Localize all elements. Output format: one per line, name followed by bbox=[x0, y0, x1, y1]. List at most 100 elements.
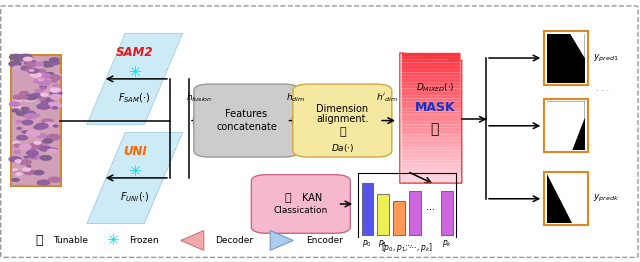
Text: Frozen: Frozen bbox=[129, 236, 159, 245]
FancyBboxPatch shape bbox=[544, 99, 588, 152]
Polygon shape bbox=[402, 89, 461, 92]
Circle shape bbox=[40, 156, 51, 160]
Circle shape bbox=[27, 166, 31, 167]
Circle shape bbox=[26, 62, 36, 67]
Polygon shape bbox=[402, 79, 461, 82]
Text: ✳: ✳ bbox=[106, 233, 119, 248]
Circle shape bbox=[22, 111, 35, 117]
Text: $\cdots$: $\cdots$ bbox=[404, 239, 413, 248]
Polygon shape bbox=[402, 157, 461, 160]
Text: $p_1$: $p_1$ bbox=[378, 238, 388, 249]
Circle shape bbox=[20, 145, 31, 149]
Text: $y_{predk}$: $y_{predk}$ bbox=[593, 193, 619, 204]
Polygon shape bbox=[402, 92, 461, 95]
Circle shape bbox=[13, 169, 17, 171]
Circle shape bbox=[16, 57, 26, 61]
Text: 🔥: 🔥 bbox=[35, 234, 43, 247]
Text: Classication: Classication bbox=[274, 206, 328, 215]
Circle shape bbox=[54, 125, 58, 127]
Circle shape bbox=[35, 89, 43, 92]
Polygon shape bbox=[402, 82, 461, 85]
Circle shape bbox=[16, 121, 21, 123]
FancyBboxPatch shape bbox=[194, 84, 300, 157]
Text: Dimension: Dimension bbox=[316, 104, 369, 114]
Polygon shape bbox=[402, 56, 461, 59]
Circle shape bbox=[29, 143, 43, 149]
Polygon shape bbox=[402, 134, 461, 138]
Text: $h'_{dim}$: $h'_{dim}$ bbox=[376, 91, 398, 104]
Circle shape bbox=[44, 122, 54, 127]
Text: $[p_0, p_1, \cdots, p_k]$: $[p_0, p_1, \cdots, p_k]$ bbox=[381, 241, 433, 254]
Circle shape bbox=[38, 69, 45, 73]
Bar bbox=[442, 191, 453, 235]
Circle shape bbox=[49, 104, 54, 106]
Circle shape bbox=[9, 157, 21, 162]
Circle shape bbox=[14, 151, 20, 154]
FancyBboxPatch shape bbox=[1, 6, 638, 257]
Text: $D_{MIXED}(\cdot)$: $D_{MIXED}(\cdot)$ bbox=[415, 82, 454, 94]
Polygon shape bbox=[402, 66, 461, 69]
Circle shape bbox=[16, 173, 22, 175]
Circle shape bbox=[22, 160, 31, 164]
Text: $F_{UNI}(\cdot)$: $F_{UNI}(\cdot)$ bbox=[120, 191, 150, 204]
Text: 🔥: 🔥 bbox=[285, 193, 291, 203]
FancyBboxPatch shape bbox=[11, 55, 61, 186]
Circle shape bbox=[22, 131, 28, 133]
Circle shape bbox=[38, 74, 51, 79]
Polygon shape bbox=[547, 34, 585, 58]
Circle shape bbox=[35, 171, 43, 174]
Circle shape bbox=[12, 105, 20, 108]
Circle shape bbox=[53, 84, 60, 87]
Circle shape bbox=[17, 135, 28, 140]
Circle shape bbox=[24, 57, 32, 61]
Circle shape bbox=[37, 180, 49, 185]
Bar bbox=[547, 101, 585, 150]
Circle shape bbox=[29, 69, 34, 71]
Text: Decoder: Decoder bbox=[215, 236, 253, 245]
Polygon shape bbox=[270, 231, 293, 250]
Circle shape bbox=[36, 126, 44, 129]
Polygon shape bbox=[180, 231, 204, 250]
Circle shape bbox=[52, 104, 61, 107]
Circle shape bbox=[50, 91, 62, 96]
Circle shape bbox=[35, 172, 40, 174]
Circle shape bbox=[13, 95, 24, 99]
Circle shape bbox=[24, 114, 36, 119]
Circle shape bbox=[42, 119, 53, 124]
Circle shape bbox=[9, 61, 21, 66]
Circle shape bbox=[50, 102, 56, 105]
Circle shape bbox=[12, 178, 19, 181]
Circle shape bbox=[46, 98, 50, 100]
Polygon shape bbox=[402, 118, 461, 121]
Circle shape bbox=[28, 69, 39, 73]
Circle shape bbox=[15, 98, 22, 101]
Circle shape bbox=[21, 66, 32, 70]
Circle shape bbox=[27, 151, 38, 155]
Polygon shape bbox=[402, 108, 461, 111]
Circle shape bbox=[24, 59, 28, 60]
Polygon shape bbox=[402, 151, 461, 154]
Text: $Da(\cdot)$: $Da(\cdot)$ bbox=[331, 142, 354, 154]
Polygon shape bbox=[547, 101, 585, 150]
Circle shape bbox=[36, 134, 46, 138]
Polygon shape bbox=[547, 174, 585, 223]
Circle shape bbox=[34, 80, 41, 83]
Circle shape bbox=[52, 75, 59, 78]
Text: $F_{SAM}(\cdot)$: $F_{SAM}(\cdot)$ bbox=[118, 92, 151, 105]
Circle shape bbox=[52, 80, 57, 82]
Bar bbox=[378, 194, 389, 235]
Circle shape bbox=[40, 146, 51, 151]
Text: $h_{dim}$: $h_{dim}$ bbox=[287, 91, 306, 104]
Circle shape bbox=[10, 102, 20, 106]
Polygon shape bbox=[402, 170, 461, 173]
Circle shape bbox=[54, 77, 58, 79]
Polygon shape bbox=[402, 163, 461, 167]
Circle shape bbox=[43, 139, 52, 143]
Circle shape bbox=[31, 94, 41, 97]
Polygon shape bbox=[402, 121, 461, 124]
Circle shape bbox=[31, 73, 42, 77]
Polygon shape bbox=[402, 160, 461, 163]
Circle shape bbox=[28, 154, 40, 159]
Circle shape bbox=[39, 98, 45, 100]
Circle shape bbox=[24, 60, 36, 65]
